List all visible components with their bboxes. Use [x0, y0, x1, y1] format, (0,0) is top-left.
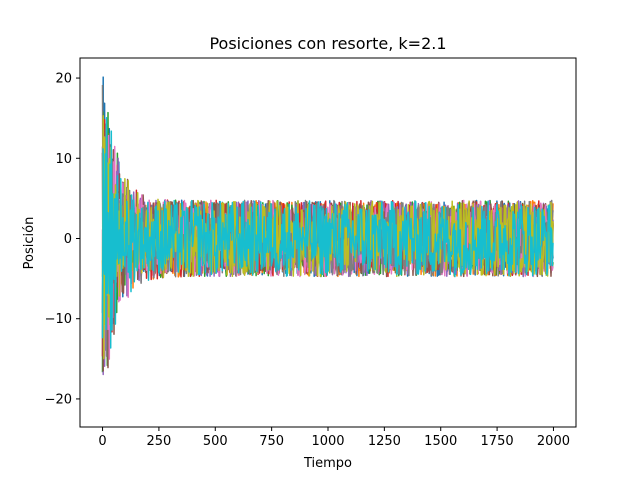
chart-title: Posiciones con resorte, k=2.1 — [209, 34, 446, 53]
y-tick-label: 20 — [55, 72, 72, 87]
y-tick-label: 0 — [64, 232, 72, 247]
x-tick-label: 2000 — [537, 434, 570, 449]
x-tick-label: 250 — [146, 434, 171, 449]
series-line-10 — [101, 116, 554, 349]
y-tick-label: −20 — [45, 392, 72, 407]
x-tick-label: 0 — [98, 434, 106, 449]
y-tick-label: 10 — [55, 152, 72, 167]
x-axis-label: Tiempo — [303, 456, 352, 471]
x-tick-label: 1000 — [311, 434, 344, 449]
x-tick-label: 500 — [203, 434, 228, 449]
y-axis: −20 −10 0 10 20 — [45, 72, 80, 407]
x-tick-label: 750 — [259, 434, 284, 449]
x-tick-label: 1750 — [481, 434, 514, 449]
series-group — [101, 76, 554, 376]
y-tick-label: −10 — [45, 312, 72, 327]
x-tick-label: 1500 — [424, 434, 457, 449]
y-axis-label: Posición — [22, 217, 37, 270]
x-axis: 0 250 500 750 1000 1250 1500 1750 2000 — [98, 427, 570, 449]
x-tick-label: 1250 — [368, 434, 401, 449]
